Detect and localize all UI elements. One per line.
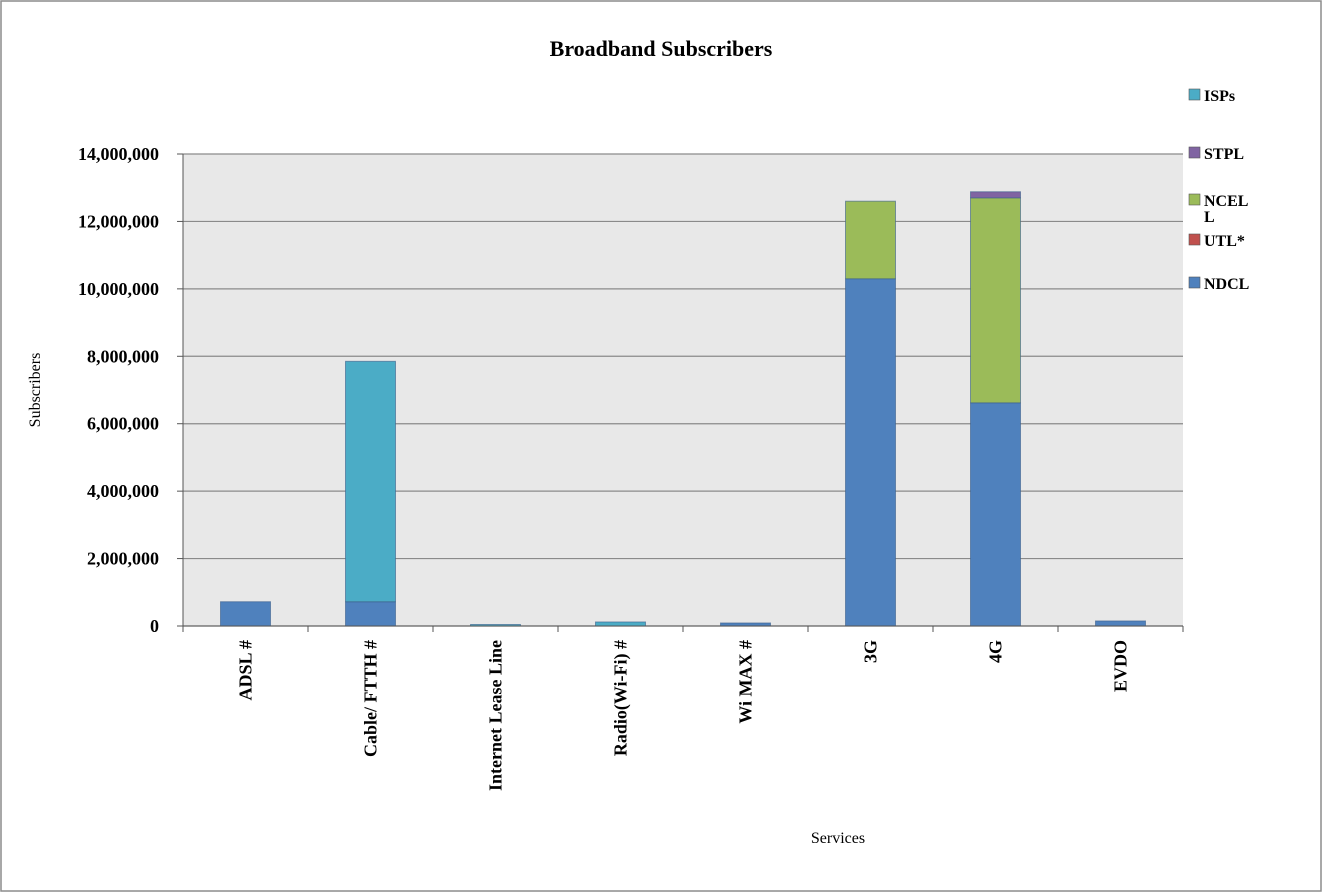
- bar-stpl-6: [970, 191, 1021, 199]
- y-tick-label: 10,000,000: [78, 279, 159, 299]
- y-tick-label: 0: [150, 616, 159, 636]
- legend-swatch-utl: [1188, 233, 1201, 246]
- x-tick-label: ADSL #: [236, 640, 256, 701]
- y-tick-label: 12,000,000: [78, 211, 159, 231]
- bar-ncell-5: [845, 200, 896, 280]
- y-tick-label: 6,000,000: [87, 414, 159, 434]
- x-tick-label: Wi MAX #: [736, 640, 756, 724]
- plot-background: [183, 154, 1183, 626]
- bar-ncell-6: [970, 197, 1021, 404]
- legend-label-ndcl: NDCL: [1204, 276, 1249, 293]
- legend-swatch-ndcl: [1188, 276, 1201, 289]
- x-tick-label: 3G: [861, 640, 881, 663]
- legend-swatch-stpl: [1188, 146, 1201, 159]
- legend-swatch-ncell: [1188, 193, 1201, 206]
- legend-label-ncell: NCEL L: [1204, 193, 1248, 226]
- bar-ndcl-1: [345, 601, 396, 627]
- y-tick-label: 8,000,000: [87, 346, 159, 366]
- y-axis: 0 2,000,000 4,000,000 6,000,000 8,000,000 10,…: [78, 144, 184, 636]
- bars-group: [220, 191, 1146, 627]
- y-axis-label: Subscribers: [27, 353, 44, 428]
- legend-label-stpl: STPL: [1204, 146, 1244, 163]
- bar-ndcl-5: [845, 278, 896, 627]
- legend-swatch-isps: [1188, 88, 1201, 101]
- plot-area: [183, 153, 1183, 627]
- x-tick-label: Internet Lease Line: [486, 640, 506, 791]
- y-tick-label: 14,000,000: [78, 144, 159, 164]
- y-tick-label: 4,000,000: [87, 481, 159, 501]
- bar-isps-1: [345, 360, 396, 603]
- legend: ISPs STPL NCEL L UTL* NDCL: [1188, 88, 1249, 293]
- x-tick-label: Cable/ FTTH #: [361, 640, 381, 757]
- bar-ndcl-6: [970, 402, 1021, 627]
- x-axis-label: Services: [811, 830, 865, 847]
- bar-ndcl-0: [220, 601, 271, 627]
- x-tick-label: 4G: [986, 640, 1006, 663]
- legend-label-utl: UTL*: [1204, 233, 1245, 250]
- legend-label-isps: ISPs: [1204, 88, 1235, 105]
- chart-title: Broadband Subscribers: [550, 36, 773, 61]
- x-tick-label: Radio(Wi-Fi) #: [611, 640, 632, 756]
- x-axis: ADSL # Cable/ FTTH # Internet Lease Line Ra…: [182, 625, 1184, 791]
- bar-isps-3: [595, 621, 646, 627]
- x-tick-label: EVDO: [1111, 640, 1131, 692]
- bar-ndcl-7: [1095, 620, 1146, 627]
- y-tick-label: 2,000,000: [87, 549, 159, 569]
